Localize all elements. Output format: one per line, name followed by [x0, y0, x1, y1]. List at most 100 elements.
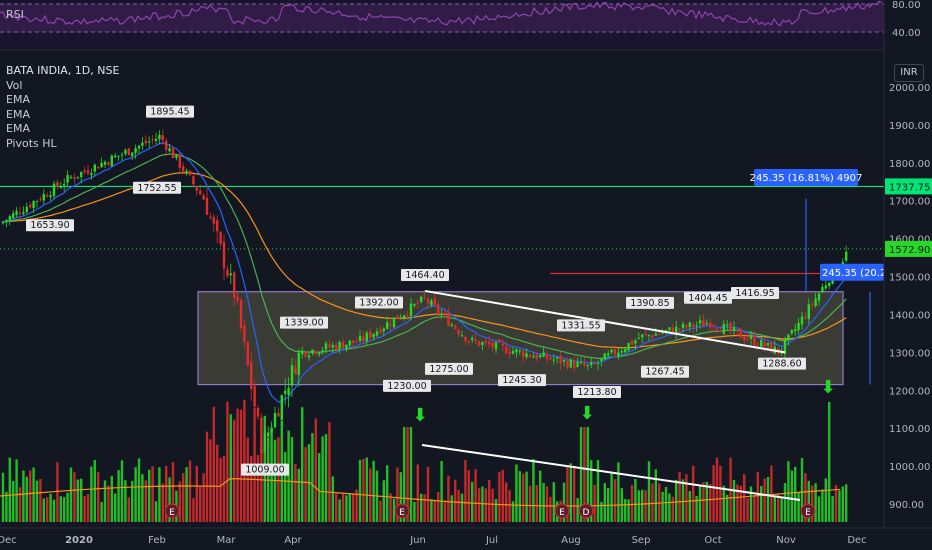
- volume-bar: [460, 493, 464, 522]
- candle-body: [576, 361, 579, 367]
- volume-bar: [430, 499, 433, 522]
- candle-body: [1, 221, 5, 224]
- volume-bar: [250, 455, 253, 522]
- pivot-label-box: [133, 181, 181, 194]
- candle-body: [749, 336, 753, 339]
- candle-body: [243, 325, 246, 342]
- volume-bar: [321, 436, 324, 522]
- indicator-pivots[interactable]: Pivots HL: [6, 136, 57, 150]
- candle-body: [800, 316, 804, 325]
- candle-body: [93, 164, 96, 172]
- volume-bar: [777, 494, 780, 522]
- candle-body: [756, 345, 759, 347]
- volume-bar: [562, 482, 566, 522]
- volume-bar: [284, 452, 287, 522]
- volume-bar: [97, 472, 100, 522]
- volume-bar: [566, 466, 569, 522]
- volume-bar: [52, 499, 56, 522]
- chart-legend: BATA INDIA, 1D, NSE Vol EMA EMA EMA Pivo…: [6, 64, 119, 151]
- candle-body: [600, 358, 603, 361]
- candle-body: [464, 336, 467, 342]
- volume-bar: [216, 444, 219, 522]
- candle-body: [644, 333, 647, 335]
- candle-body: [32, 201, 35, 209]
- candle-body: [511, 351, 515, 354]
- indicator-ema-1[interactable]: EMA: [6, 93, 30, 106]
- candle-body: [743, 336, 746, 341]
- volume-bar: [365, 457, 368, 522]
- candle-body: [352, 340, 355, 343]
- volume-bar: [824, 478, 827, 522]
- volume-bar: [379, 500, 382, 522]
- volume-bar: [664, 487, 668, 522]
- candle-body: [787, 334, 790, 341]
- volume-bar: [624, 499, 627, 522]
- candle-body: [311, 349, 314, 354]
- pivot-label: 1213.80: [577, 387, 616, 398]
- volume-bar: [488, 480, 491, 522]
- volume-bar: [46, 497, 49, 522]
- volume-bar: [63, 497, 66, 522]
- candle-body: [515, 349, 518, 353]
- pivot-label-box: [383, 379, 431, 392]
- candle-body: [790, 330, 793, 334]
- candle-body: [824, 285, 827, 289]
- candle-body: [114, 155, 117, 158]
- candle-body: [144, 140, 147, 144]
- candle-body: [165, 140, 168, 150]
- volume-bar: [743, 474, 746, 522]
- volume-bar: [746, 498, 749, 522]
- pivot-label-box: [401, 269, 449, 282]
- pivot-label: 1245.30: [502, 375, 541, 386]
- volume-bar: [828, 402, 831, 522]
- volume-bar: [573, 465, 576, 522]
- volume-bar: [226, 401, 229, 522]
- candle-body: [338, 341, 341, 349]
- candle-body: [620, 350, 623, 353]
- candle-body: [267, 432, 270, 437]
- price-tick-label: 1100.00: [889, 424, 930, 435]
- volume-bar: [671, 496, 674, 522]
- symbol-title[interactable]: BATA INDIA, 1D, NSE: [6, 64, 120, 77]
- volume-bar: [467, 470, 470, 522]
- candle-body: [365, 332, 368, 342]
- volume-bar: [511, 501, 515, 522]
- volume-bar: [389, 493, 392, 522]
- volume-bar: [477, 488, 481, 522]
- volume-bar: [86, 493, 90, 522]
- candle-body: [103, 161, 107, 165]
- volume-bar: [338, 499, 341, 522]
- candle-body: [216, 219, 219, 232]
- volume-bar: [297, 468, 300, 522]
- candle-body: [59, 186, 62, 188]
- candle-body: [250, 361, 253, 390]
- price-tick-label: 1000.00: [889, 462, 930, 473]
- currency-button[interactable]: INR: [894, 64, 924, 82]
- pivot-label: 1230.00: [387, 381, 426, 392]
- candle-body: [219, 231, 222, 244]
- candle-body: [797, 322, 800, 331]
- candle-body: [732, 327, 736, 331]
- indicator-vol[interactable]: Vol: [6, 78, 23, 92]
- indicator-ema-3[interactable]: EMA: [6, 122, 30, 135]
- pivot-label-box: [557, 319, 605, 332]
- volume-bar: [355, 489, 358, 522]
- candle-body: [8, 216, 11, 221]
- candle-body: [760, 340, 763, 347]
- candle-body: [841, 262, 844, 266]
- volume-bar: [290, 437, 294, 522]
- candle-body: [739, 329, 742, 339]
- candle-body: [280, 395, 283, 420]
- volume-bar: [29, 470, 32, 522]
- pivot-label: 1895.45: [150, 107, 189, 118]
- volume-bar: [236, 408, 239, 522]
- candle-body: [688, 322, 691, 328]
- candle-body: [454, 325, 457, 329]
- candle-body: [73, 177, 76, 179]
- time-tick-label: Nov: [776, 535, 796, 546]
- indicator-ema-2[interactable]: EMA: [6, 107, 30, 121]
- pivot-label-box: [573, 386, 621, 399]
- volume-bar: [749, 486, 753, 522]
- volume-bar: [15, 459, 18, 522]
